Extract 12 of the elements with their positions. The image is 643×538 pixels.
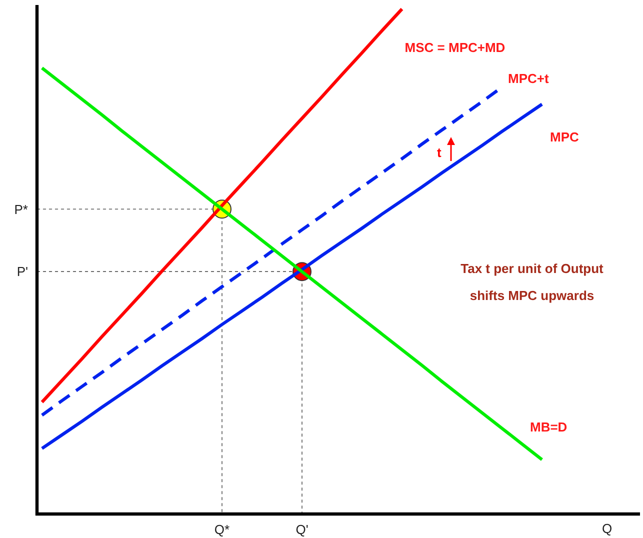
series-label: MB=D [530, 420, 568, 435]
x-tick-label: Q* [214, 522, 230, 537]
text: P' [16, 264, 28, 279]
series-label: MPC+t [508, 71, 550, 86]
x-tick-label: Q' [296, 522, 308, 537]
series-label: MSC = MPC+MD [404, 40, 506, 55]
annotation: Tax t per unit of Output [460, 261, 604, 276]
x-axis-title: Q [602, 521, 612, 536]
annotation: shifts MPC upwards [470, 288, 594, 303]
text: P* [14, 202, 28, 217]
series-label: MPC [550, 129, 580, 144]
annotation: t [437, 145, 442, 160]
